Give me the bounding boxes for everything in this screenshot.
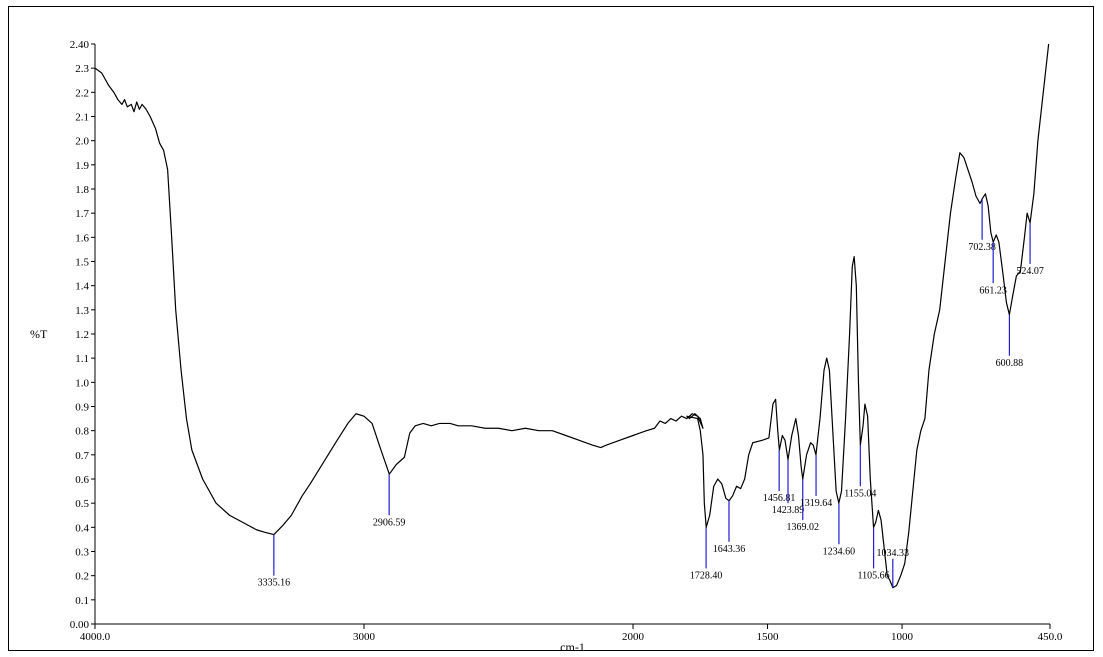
chart-frame [8, 6, 1094, 651]
y-tick-label: 1.8 [75, 184, 89, 196]
peak-label: 600.88 [996, 358, 1024, 369]
peak-label: 1643.36 [713, 544, 746, 555]
x-tick-label: 450.0 [1038, 631, 1063, 643]
peak-label: 661.23 [979, 285, 1007, 296]
peak-label: 1034.33 [877, 548, 910, 559]
y-axis-title: %T [30, 327, 48, 341]
axes [94, 44, 1050, 625]
y-tick-label: 1.2 [75, 329, 89, 341]
y-tick-label: 0.5 [75, 498, 89, 510]
peak-label: 1234.60 [823, 546, 856, 557]
y-tick-label: 0.1 [75, 595, 89, 607]
x-tick-label: 4000.0 [80, 631, 111, 643]
y-tick-label: 1.0 [75, 377, 89, 389]
y-tick-label: 1.5 [75, 257, 89, 269]
ticks: 0.00 0.1 0.2 0.3 0.4 0.5 0.6 0.7 0.8 0.9 1.0 1.1 1.2… [70, 39, 1063, 643]
y-tick-label: 2.1 [75, 112, 89, 124]
y-tick-label: 1.6 [75, 232, 89, 244]
peak-label: 1728.40 [690, 570, 723, 581]
series-layer [94, 43, 1050, 589]
peak-label: 524.07 [1016, 266, 1044, 277]
y-tick-label: 0.7 [75, 450, 89, 462]
x-tick-label: 1000 [891, 631, 914, 643]
peak-label: 1155.04 [844, 488, 876, 499]
y-tick-label: 1.4 [75, 281, 89, 293]
y-tick-label: 1.1 [75, 353, 89, 365]
peak-label: 702.38 [968, 242, 996, 253]
y-tick-label: 1.9 [75, 160, 89, 172]
peak-label: 1319.64 [800, 498, 833, 509]
y-tick-label: 0.2 [75, 571, 89, 583]
y-tick-label: 0.4 [75, 522, 89, 534]
y-tick-label: 0.9 [75, 402, 89, 414]
peak-annotations: 3335.16 2906.59 1728.40 1643.36 1456.811423.… [258, 198, 1044, 589]
peak-label: 1369.02 [787, 522, 820, 533]
x-axis-title: cm-1 [560, 640, 585, 654]
y-tick-label: 0.8 [75, 426, 89, 438]
peak-label: 1423.89 [772, 505, 805, 516]
y-tick-label: 0.6 [75, 474, 89, 486]
y-tick-label: 2.40 [70, 39, 90, 51]
peak-label: 3335.16 [258, 578, 291, 589]
y-tick-label: 0.00 [70, 619, 90, 631]
peak-label: 2906.59 [373, 517, 406, 528]
y-tick-label: 2.0 [75, 136, 89, 148]
y-tick-label: 2.3 [75, 63, 89, 75]
y-tick-label: 2.2 [75, 87, 89, 99]
x-tick-label: 2000 [622, 631, 645, 643]
x-tick-label: 3000 [353, 631, 376, 643]
x-tick-label: 1500 [757, 631, 780, 643]
spectrum-line [94, 43, 1050, 589]
y-tick-label: 1.3 [75, 305, 89, 317]
y-tick-label: 0.3 [75, 547, 89, 559]
peak-label: 1105.66 [858, 570, 890, 581]
peak-label: 1456.81 [763, 493, 796, 504]
y-tick-label: 1.7 [75, 208, 89, 220]
